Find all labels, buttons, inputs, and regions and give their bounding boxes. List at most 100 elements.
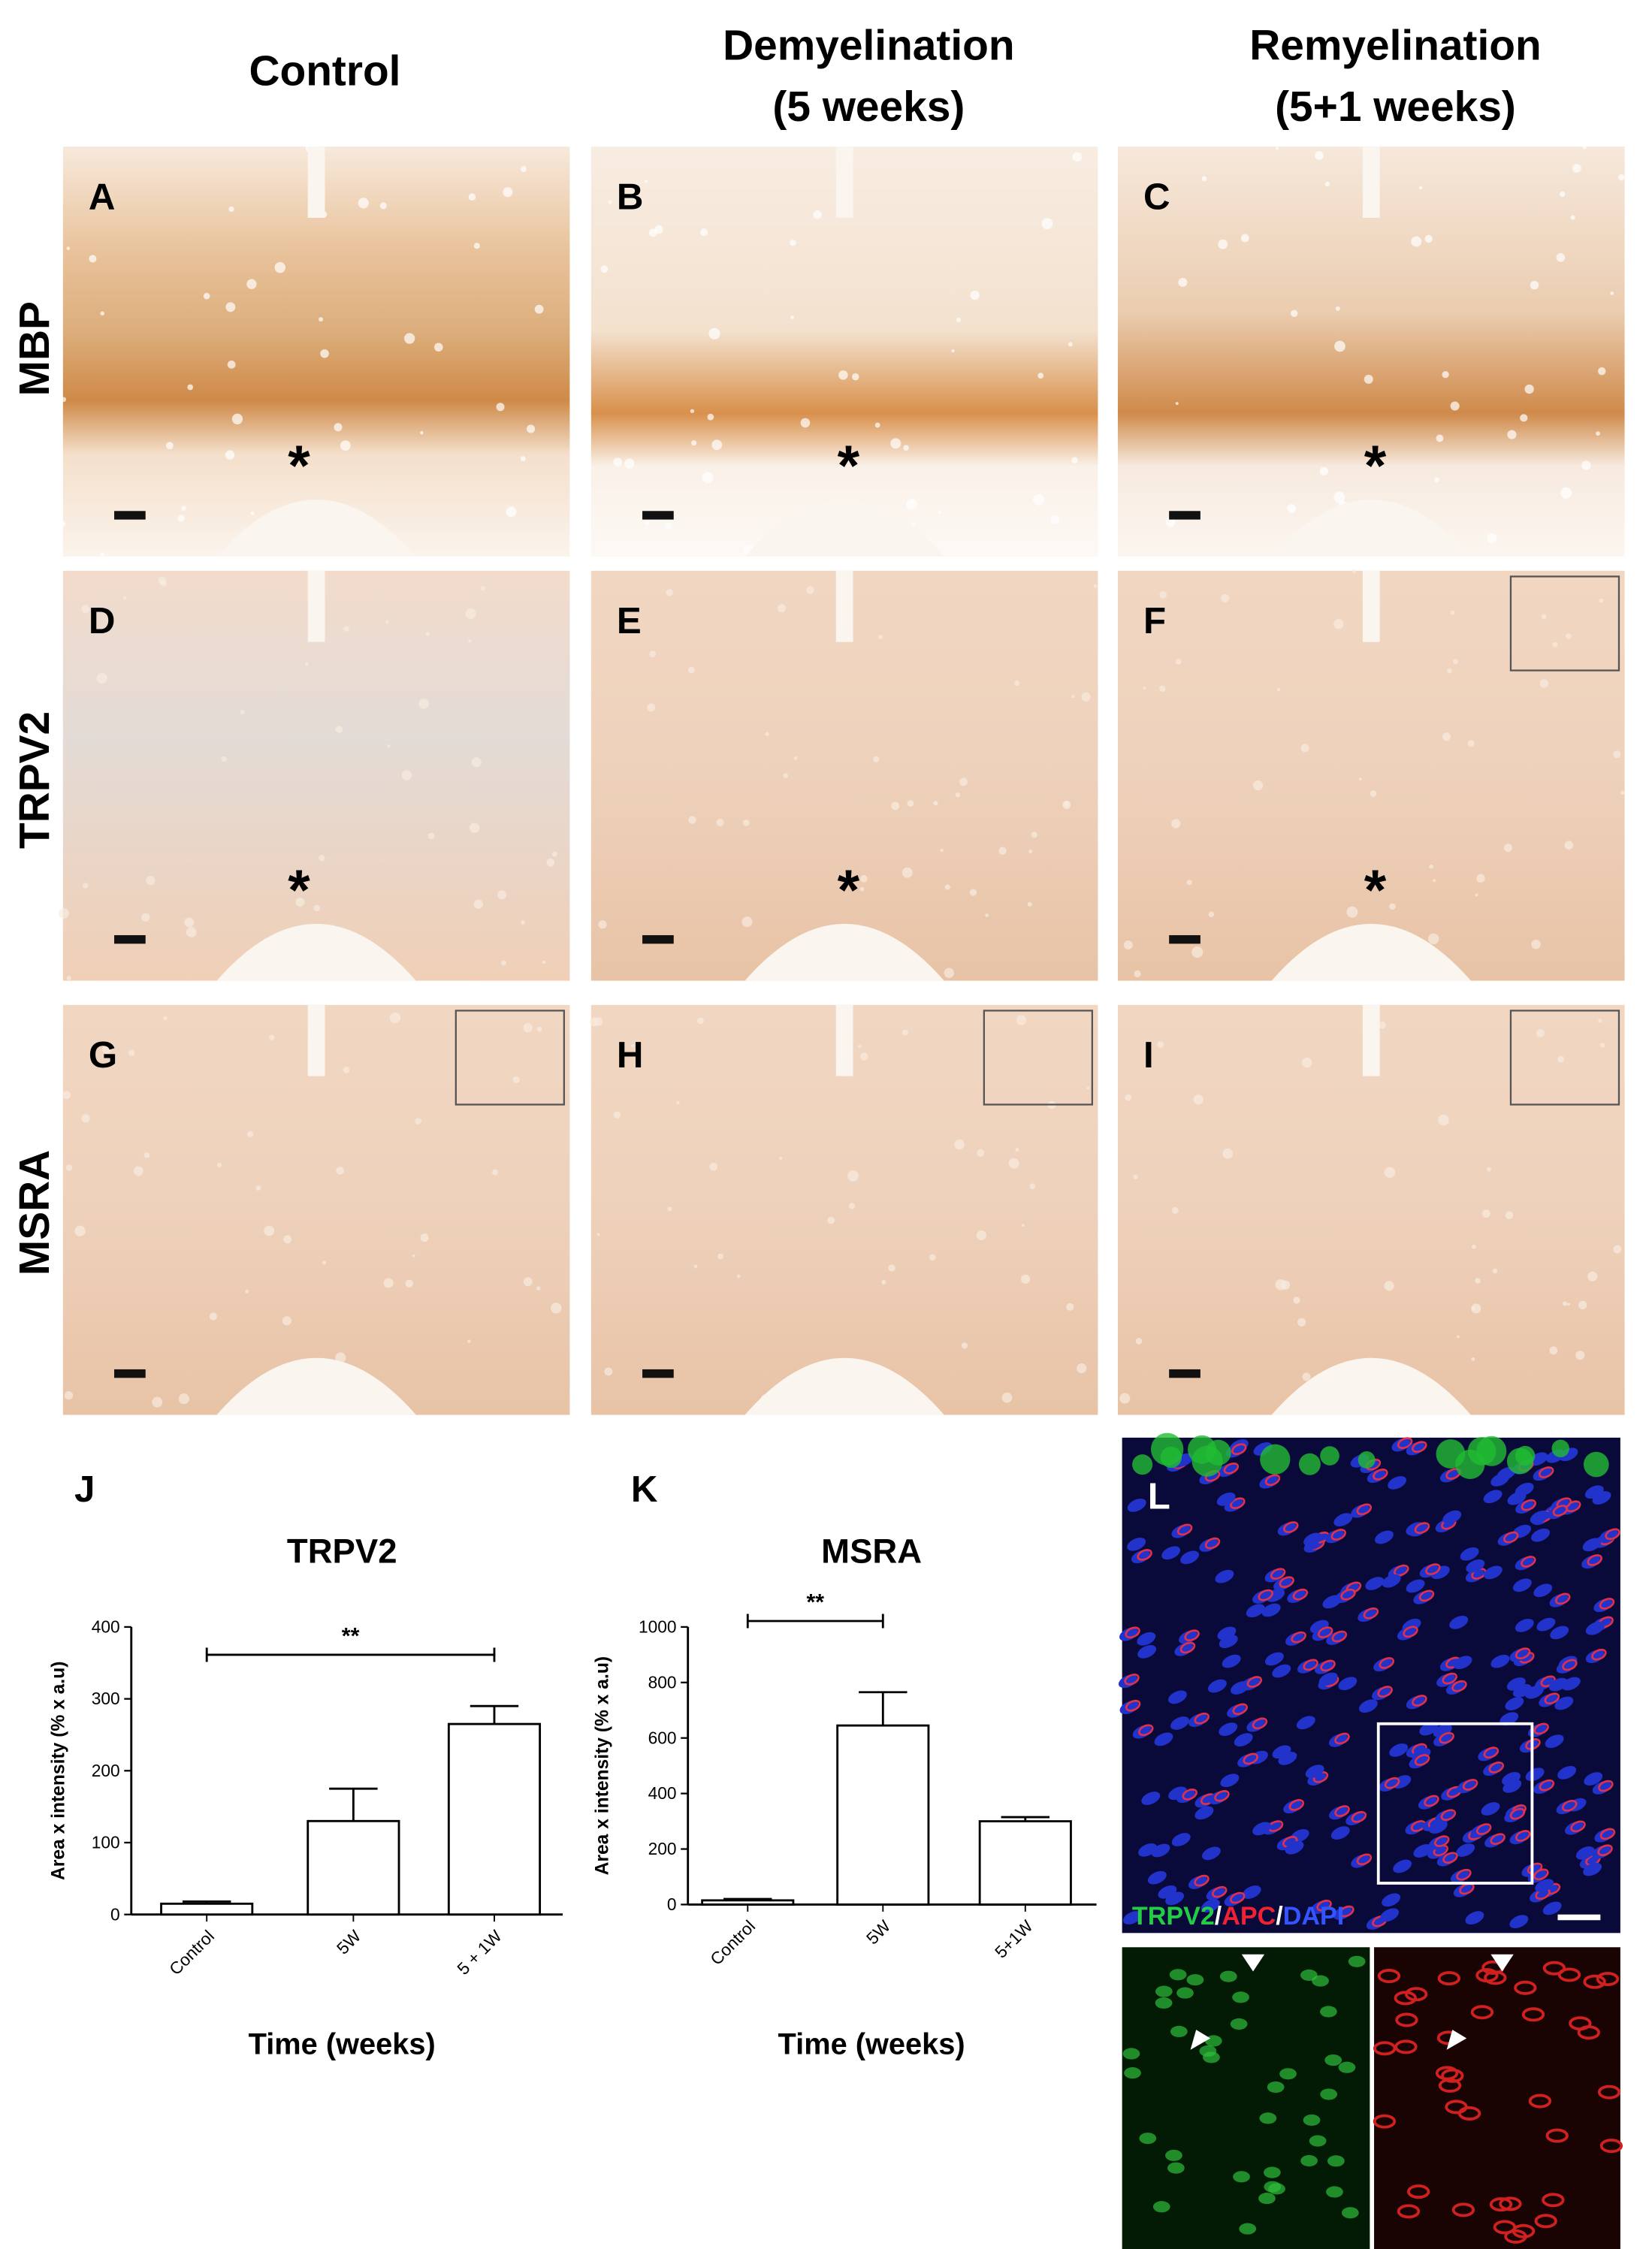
nucleus: [1453, 1656, 1472, 1670]
column-header: (5+1 weeks): [1275, 83, 1516, 131]
trpv2-signal: [1583, 1451, 1609, 1478]
texture: [501, 960, 507, 966]
nucleus: [1460, 1547, 1479, 1561]
texture: [709, 1162, 718, 1171]
texture: [1597, 367, 1606, 376]
arrowhead: [1446, 2030, 1467, 2050]
texture: [1384, 1281, 1394, 1291]
texture: [203, 292, 210, 300]
texture: [1333, 619, 1344, 629]
green-cell: [1169, 1969, 1187, 1981]
texture: [1541, 614, 1547, 620]
green-cell: [1341, 2207, 1359, 2219]
apc-cell: [1439, 1731, 1454, 1744]
texture: [122, 596, 127, 600]
texture: [716, 818, 724, 826]
texture: [1379, 1021, 1386, 1029]
texture: [954, 1139, 965, 1150]
texture: [613, 1111, 621, 1119]
nucleus: [1419, 1722, 1439, 1736]
texture: [1252, 780, 1264, 791]
texture: [89, 255, 97, 263]
bar-chart: K MSRA Area x intensity (% x a.u) Time (wee…: [593, 1469, 1097, 2060]
apc-cell: [1587, 1554, 1602, 1566]
lesion-marker: *: [1364, 434, 1387, 498]
green-cell: [1167, 2162, 1185, 2174]
texture: [1596, 431, 1600, 436]
texture: [1335, 306, 1340, 311]
apc-cell: [1412, 1695, 1427, 1707]
texture: [313, 904, 320, 912]
texture: [644, 180, 648, 183]
texture: [225, 302, 236, 312]
nucleus: [1219, 1635, 1238, 1649]
nucleus: [1127, 1499, 1146, 1512]
bar: [701, 1899, 795, 1906]
texture: [521, 920, 526, 925]
y-tick-label: 300: [92, 1689, 120, 1708]
texture: [777, 604, 786, 613]
nucleus: [1524, 1685, 1544, 1699]
texture: [961, 1342, 968, 1349]
nucleus: [1264, 1652, 1284, 1666]
texture: [700, 228, 708, 237]
texture: [177, 515, 185, 522]
texture: [1578, 1300, 1587, 1309]
green-cell: [1309, 2135, 1327, 2147]
apc-cell: [1521, 1499, 1537, 1511]
nucleus: [1296, 1716, 1315, 1730]
texture: [546, 858, 555, 867]
texture: [66, 246, 71, 251]
apc-cell: [1515, 1647, 1531, 1660]
arrowhead: [1490, 1954, 1514, 1972]
texture: [944, 884, 950, 890]
texture: [1171, 819, 1181, 829]
inset: [983, 1010, 1093, 1106]
texture: [81, 605, 90, 614]
texture: [468, 193, 476, 201]
texture: [1613, 750, 1621, 759]
red-cell: [1599, 2139, 1623, 2154]
panel-letter: I: [1143, 1034, 1154, 1076]
texture: [404, 333, 415, 344]
midline: [1362, 1004, 1380, 1076]
ventricle: [216, 923, 416, 981]
panel-letter: G: [89, 1034, 117, 1076]
apc-cell: [1211, 1885, 1228, 1898]
nucleus: [1147, 1870, 1167, 1885]
channel-label: /: [1215, 1902, 1222, 1931]
texture: [717, 1253, 723, 1260]
texture: [645, 521, 649, 526]
trpv2-signal: [1467, 1436, 1496, 1466]
channel-label: /: [1276, 1902, 1283, 1931]
apc-cell: [1591, 1648, 1607, 1661]
apc-cell: [1459, 1882, 1475, 1895]
micrograph: H: [590, 1004, 1098, 1415]
apc-cell: [1554, 1592, 1571, 1605]
apc-cell: [1125, 1626, 1140, 1639]
nucleus: [1483, 1565, 1503, 1580]
column-headers: Control Demyelination (5 weeks) Remyelin…: [249, 23, 1541, 131]
red-cell: [1404, 1987, 1428, 2002]
significance-label: **: [806, 1590, 824, 1615]
red-cell: [1394, 2039, 1418, 2054]
texture: [1433, 879, 1436, 883]
texture: [933, 801, 938, 806]
texture: [1557, 1055, 1565, 1063]
texture: [146, 875, 156, 886]
column-header: Control: [249, 48, 400, 95]
texture: [228, 206, 234, 213]
apc-cell: [1223, 1462, 1240, 1475]
texture: [1291, 309, 1298, 318]
texture: [387, 744, 391, 748]
bar: [978, 1820, 1072, 1906]
texture: [60, 521, 66, 527]
channel-legend: TRPV2/APC/DAPI: [1132, 1902, 1344, 1931]
row-labels: MBP TRPV2 MSRA: [11, 301, 59, 1275]
apc-cell: [1334, 1732, 1350, 1745]
micrograph: A*: [60, 142, 570, 557]
texture: [858, 1044, 862, 1048]
texture: [1293, 1297, 1300, 1304]
texture: [1066, 1303, 1074, 1311]
texture: [1598, 1019, 1602, 1023]
